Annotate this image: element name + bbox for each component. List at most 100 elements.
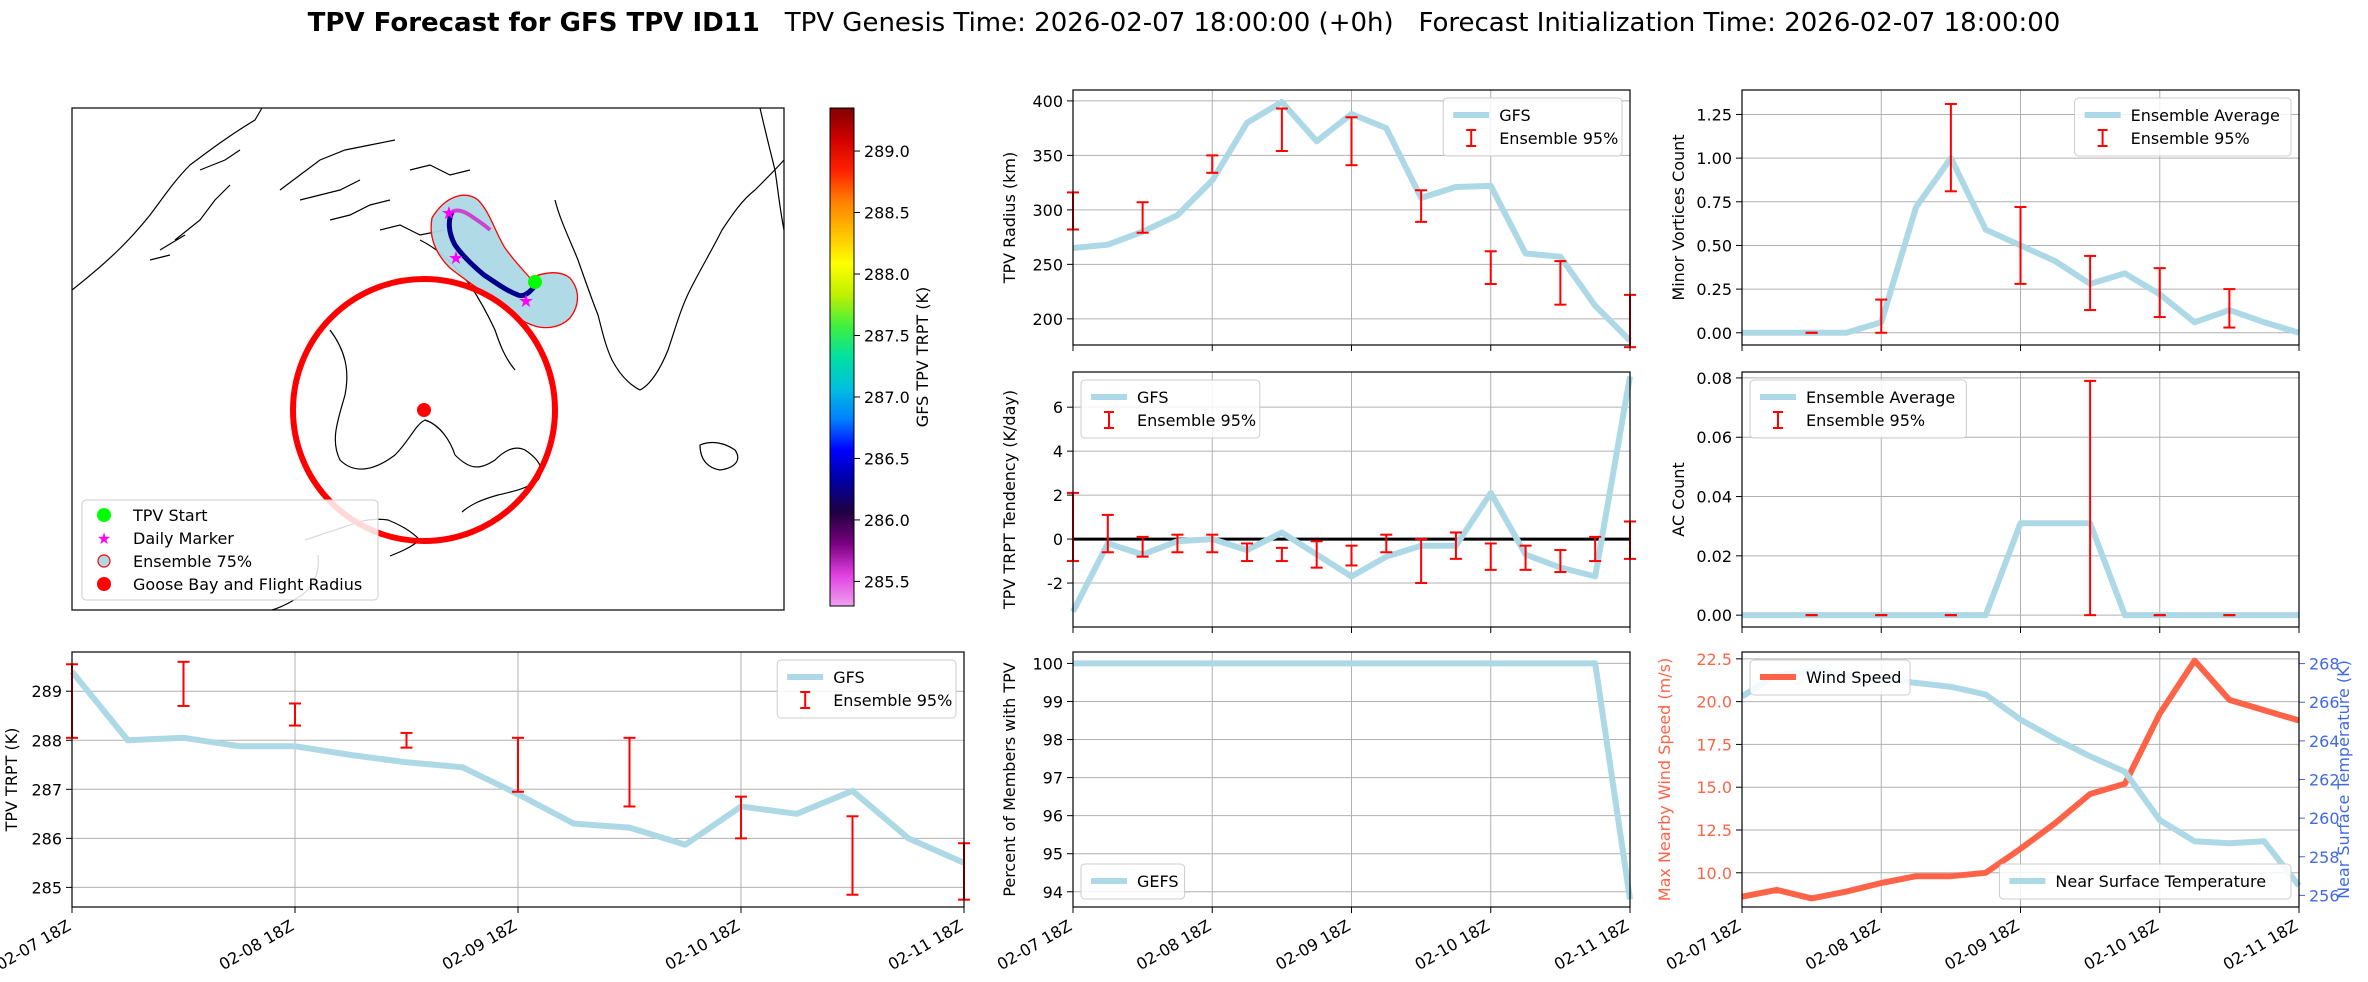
colorbar: GFS TPV TRPT (K) 285.5 286.0 286.5 287.0 287… [829, 107, 932, 607]
colorbar-label: GFS TPV TRPT (K) [913, 287, 932, 427]
x-tick-label: 02-08 18Z [1802, 916, 1883, 974]
series-line [69, 669, 966, 866]
y-tick-label: 10.0 [1696, 864, 1732, 883]
y-tick-label: 288 [31, 731, 62, 750]
y2-tick-label: 266 [2309, 693, 2340, 712]
y-tick-label: 6 [1053, 398, 1063, 417]
legend: GFS Ensemble 95% [1080, 379, 1261, 439]
legend: Wind Speed [1749, 659, 1911, 696]
coast-nw-islands [149, 149, 241, 261]
x-tick-label: 02-09 18Z [1941, 916, 2022, 974]
legend-box [1749, 379, 1967, 439]
series-line [1742, 520, 2299, 619]
coast-hudson-bay [329, 329, 456, 470]
colorbar-tick-label: 286.0 [864, 511, 910, 530]
title-bold: TPV Forecast for GFS TPV ID11 [307, 8, 760, 38]
y2-tick-label: 262 [2309, 771, 2340, 790]
x-tick-label: 02-08 18Z [1133, 916, 1214, 974]
y-tick-label: 97 [1043, 769, 1063, 788]
y-tick-label: 0.00 [1696, 606, 1732, 625]
legend-label: Near Surface Temperature [2055, 872, 2266, 891]
legend-label: Ensemble 95% [1137, 411, 1256, 430]
ensemble-75-area [430, 194, 579, 329]
legend-label: Ensemble Average [2131, 106, 2280, 125]
chart-radius: 200 250 300 350 400 TPV Radius (km) GFS Ensembl… [1000, 89, 1636, 351]
legend-goose-bay-swatch [97, 577, 111, 591]
legend-ensemble: Ensemble 75% [133, 552, 252, 571]
legend-label: Ensemble Average [1806, 388, 1955, 407]
legend-box [1080, 863, 1186, 900]
map-frame [71, 107, 785, 611]
series-line [1073, 660, 1633, 900]
chart-minor: 0.00 0.25 0.50 0.75 1.00 1.25 Minor Vortices C… [1669, 89, 2300, 351]
legend-label: Ensemble 95% [1806, 411, 1925, 430]
y-tick-label: 1.00 [1696, 149, 1732, 168]
y-tick-label: 22.5 [1696, 650, 1732, 669]
y-tick-label: 4 [1053, 442, 1063, 461]
y-tick-label: 0.02 [1696, 547, 1732, 566]
x-tick-label: 02-11 18Z [2220, 916, 2301, 974]
y2-axis-label: Near Surface Temperature (K) [2334, 660, 2353, 899]
figure-title: TPV Forecast for GFS TPV ID11 TPV Genesi… [0, 6, 2368, 46]
y-tick-label: 17.5 [1696, 735, 1732, 754]
legend: Ensemble Average Ensemble 95% [2074, 97, 2292, 157]
y-tick-label: 300 [1032, 201, 1063, 220]
y-tick-label: 96 [1043, 807, 1063, 826]
y-axis-label: Max Nearby Wind Speed (m/s) [1655, 658, 1674, 901]
map-legend: TPV Start ★ Daily Marker Ensemble 75% Go… [81, 499, 379, 601]
y-tick-label: 0 [1053, 530, 1063, 549]
legend-goose-bay: Goose Bay and Flight Radius [133, 575, 362, 594]
y-tick-label: 0.00 [1696, 324, 1732, 343]
legend-tpv-start: TPV Start [132, 506, 208, 525]
y2-tick-label: 268 [2309, 655, 2340, 674]
y-axis-label: Percent of Members with TPV [1000, 662, 1019, 896]
colorbar-tick-label: 288.5 [864, 204, 910, 223]
map-panel: ★ ★ ★ TPV Start ★ Daily Marker Ensemble … [71, 107, 932, 611]
legend-label: Ensemble 95% [1499, 129, 1618, 148]
y-tick-label: 20.0 [1696, 693, 1732, 712]
y-tick-label: 200 [1032, 310, 1063, 329]
daily-marker-1: ★ [518, 291, 534, 312]
legend-label: Ensemble 95% [833, 691, 952, 710]
y-axis-label: TPV TRPT Tendency (K/day) [1000, 390, 1019, 610]
legend-ensemble-swatch [97, 554, 111, 568]
y2-tick-label: 258 [2309, 848, 2340, 867]
colorbar-tick-label: 287.5 [864, 326, 910, 345]
chart-trpt: 285 286 287 288 289 TPV TRPT (K) 02-07 18Z 02-0… [0, 651, 970, 974]
colorbar-tick-label: 285.5 [864, 572, 910, 591]
y-tick-label: 350 [1032, 146, 1063, 165]
tpv-track [446, 210, 540, 299]
x-tick-label: 02-08 18Z [216, 916, 297, 974]
coast-europe [759, 108, 784, 231]
x-tick-label: 02-11 18Z [885, 916, 966, 974]
legend-daily-marker-swatch: ★ [97, 529, 111, 548]
daily-marker-2: ★ [448, 248, 464, 269]
y-tick-label: 0.08 [1696, 369, 1732, 388]
y-tick-label: 0.75 [1696, 193, 1732, 212]
x-tick-label: 02-10 18Z [1411, 916, 1492, 974]
coast-iceland [699, 441, 739, 471]
y-tick-label: 0.04 [1696, 488, 1732, 507]
colorbar-tick-label: 286.5 [864, 449, 910, 468]
x-tick-label: 02-10 18Z [2080, 916, 2161, 974]
series-line [1072, 99, 1633, 343]
y-tick-label: 99 [1043, 692, 1063, 711]
legend-box [2074, 97, 2292, 157]
y-tick-label: -2 [1047, 574, 1063, 593]
y2-tick-label: 256 [2309, 886, 2340, 905]
y-tick-label: 0.25 [1696, 280, 1732, 299]
title-genesis: TPV Genesis Time: 2026-02-07 18:00:00 (+… [784, 8, 1394, 38]
colorbar-tick-label: 289.0 [864, 142, 910, 161]
legend-box [1749, 659, 1911, 696]
x-tick-label: 02-09 18Z [439, 916, 520, 974]
y-tick-label: 285 [31, 878, 62, 897]
legend-daily-marker: Daily Marker [133, 529, 234, 548]
legend-box [1998, 863, 2292, 900]
y-tick-label: 0.06 [1696, 428, 1732, 447]
y2-tick-label: 264 [2309, 732, 2340, 751]
legend: GFS Ensemble 95% [1442, 97, 1623, 157]
title-init: Forecast Initialization Time: 2026-02-07… [1418, 8, 2061, 38]
colorbar-tick-label: 287.0 [864, 388, 910, 407]
y-tick-label: 0.50 [1696, 236, 1732, 255]
